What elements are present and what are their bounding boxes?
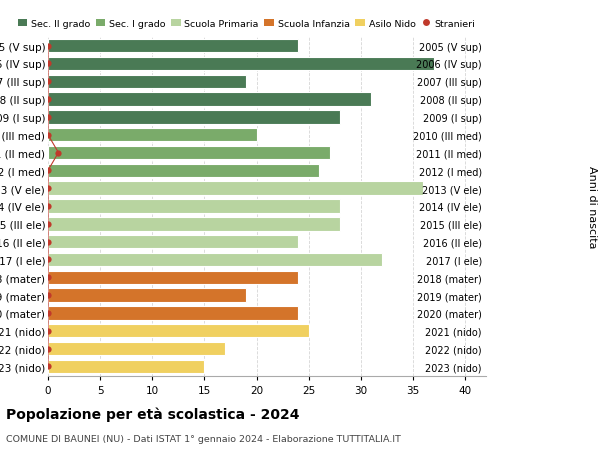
Bar xyxy=(48,58,434,71)
Bar xyxy=(48,235,298,249)
Bar xyxy=(48,253,382,267)
Bar xyxy=(48,93,371,106)
Bar xyxy=(48,146,329,160)
Bar xyxy=(48,218,340,231)
Text: Anni di nascita: Anni di nascita xyxy=(587,165,597,248)
Bar xyxy=(48,325,309,338)
Bar xyxy=(48,75,246,89)
Bar xyxy=(48,307,298,320)
Bar xyxy=(48,342,225,355)
Text: Popolazione per età scolastica - 2024: Popolazione per età scolastica - 2024 xyxy=(6,406,299,421)
Text: COMUNE DI BAUNEI (NU) - Dati ISTAT 1° gennaio 2024 - Elaborazione TUTTITALIA.IT: COMUNE DI BAUNEI (NU) - Dati ISTAT 1° ge… xyxy=(6,434,401,443)
Bar xyxy=(48,164,319,178)
Bar xyxy=(48,182,424,196)
Bar xyxy=(48,129,257,142)
Bar xyxy=(48,360,205,373)
Bar xyxy=(48,289,246,302)
Bar xyxy=(48,111,340,124)
Legend: Sec. II grado, Sec. I grado, Scuola Primaria, Scuola Infanzia, Asilo Nido, Stran: Sec. II grado, Sec. I grado, Scuola Prim… xyxy=(17,20,475,28)
Bar xyxy=(48,40,298,53)
Bar xyxy=(48,200,340,213)
Bar xyxy=(48,271,298,285)
